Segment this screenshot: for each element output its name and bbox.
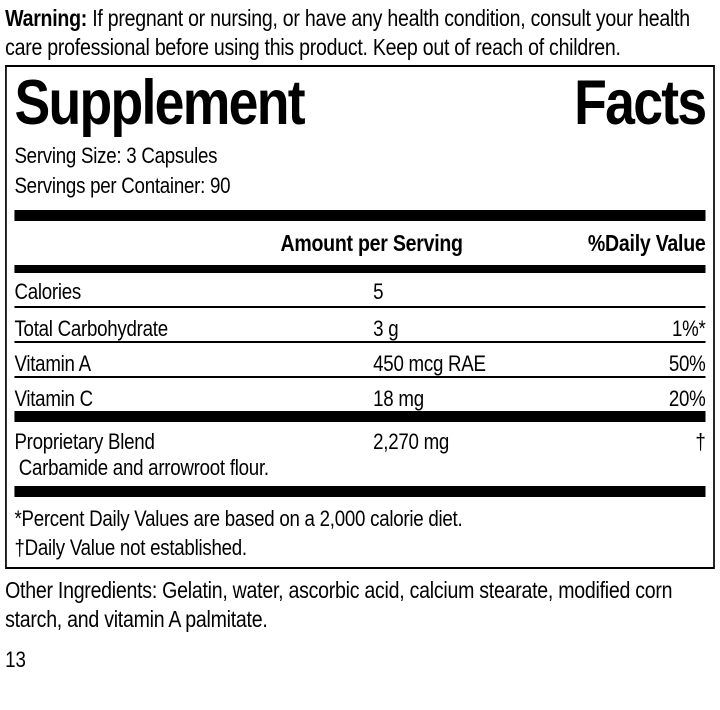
- panel-title: Supplement Facts: [14, 68, 707, 138]
- footnote-daily-value-not-established: †Daily Value not established.: [14, 535, 247, 560]
- nutrient-daily-value: 50%: [668, 351, 706, 376]
- other-ingredients: Other Ingredients: Gelatin, water, ascor…: [5, 577, 673, 632]
- column-header-row: Amount per Serving %Daily Value: [14, 221, 706, 265]
- label-page: Warning: If pregnant or nursing, or have…: [5, 4, 715, 672]
- nutrient-amount: 5: [373, 279, 384, 304]
- amount-per-serving-header: Amount per Serving: [280, 230, 464, 256]
- warning-text: If pregnant or nursing, or have any heal…: [5, 5, 690, 60]
- thick-divider-footnotes: [14, 486, 706, 497]
- nutrient-amount: 3 g: [373, 316, 399, 341]
- thick-divider-top: [14, 210, 706, 221]
- nutrient-amount: 2,270 mg: [373, 429, 450, 454]
- serving-info: Serving Size: 3 Capsules Servings per Co…: [14, 141, 705, 201]
- footnotes: *Percent Daily Values are based on a 2,0…: [14, 504, 705, 562]
- thick-divider-proprietary: [14, 411, 706, 422]
- table-row-proprietary-blend: Proprietary Blend 2,270 mg †: [14, 422, 706, 454]
- nutrient-amount: 450 mcg RAE: [373, 351, 486, 376]
- proprietary-blend-description: Carbamide and arrowroot flour.: [18, 455, 269, 480]
- warning-paragraph: Warning: If pregnant or nursing, or have…: [5, 4, 715, 62]
- nutrient-daily-value: 20%: [668, 386, 706, 411]
- servings-per-container: Servings per Container: 90: [14, 173, 231, 198]
- nutrient-daily-value: †: [695, 429, 706, 454]
- table-row-vitamin-a: Vitamin A 450 mcg RAE 50%: [14, 341, 706, 376]
- supplement-facts-panel: Supplement Facts Serving Size: 3 Capsule…: [5, 65, 715, 569]
- warning-label: Warning:: [5, 5, 88, 31]
- table-row-calories: Calories 5: [14, 273, 705, 306]
- daily-value-header: %Daily Value: [587, 230, 706, 256]
- table-row-vitamin-c: Vitamin C 18 mg 20%: [14, 376, 706, 411]
- table-row-total-carbohydrate: Total Carbohydrate 3 g 1%*: [14, 306, 706, 341]
- page-number: 13: [5, 647, 26, 672]
- nutrient-label: Total Carbohydrate: [14, 316, 168, 341]
- panel-title-word-2: Facts: [574, 68, 707, 138]
- nutrient-label: Calories: [14, 279, 82, 304]
- nutrient-amount: 18 mg: [373, 386, 424, 411]
- thick-divider-header: [14, 265, 706, 273]
- serving-size: Serving Size: 3 Capsules: [14, 143, 218, 168]
- footnote-percent-daily-value: *Percent Daily Values are based on a 2,0…: [14, 506, 463, 531]
- nutrient-label: Proprietary Blend: [14, 429, 155, 454]
- panel-title-word-1: Supplement: [14, 68, 305, 138]
- nutrient-label: Vitamin C: [14, 386, 93, 411]
- nutrient-label: Vitamin A: [14, 351, 91, 376]
- nutrient-daily-value: 1%*: [671, 316, 706, 341]
